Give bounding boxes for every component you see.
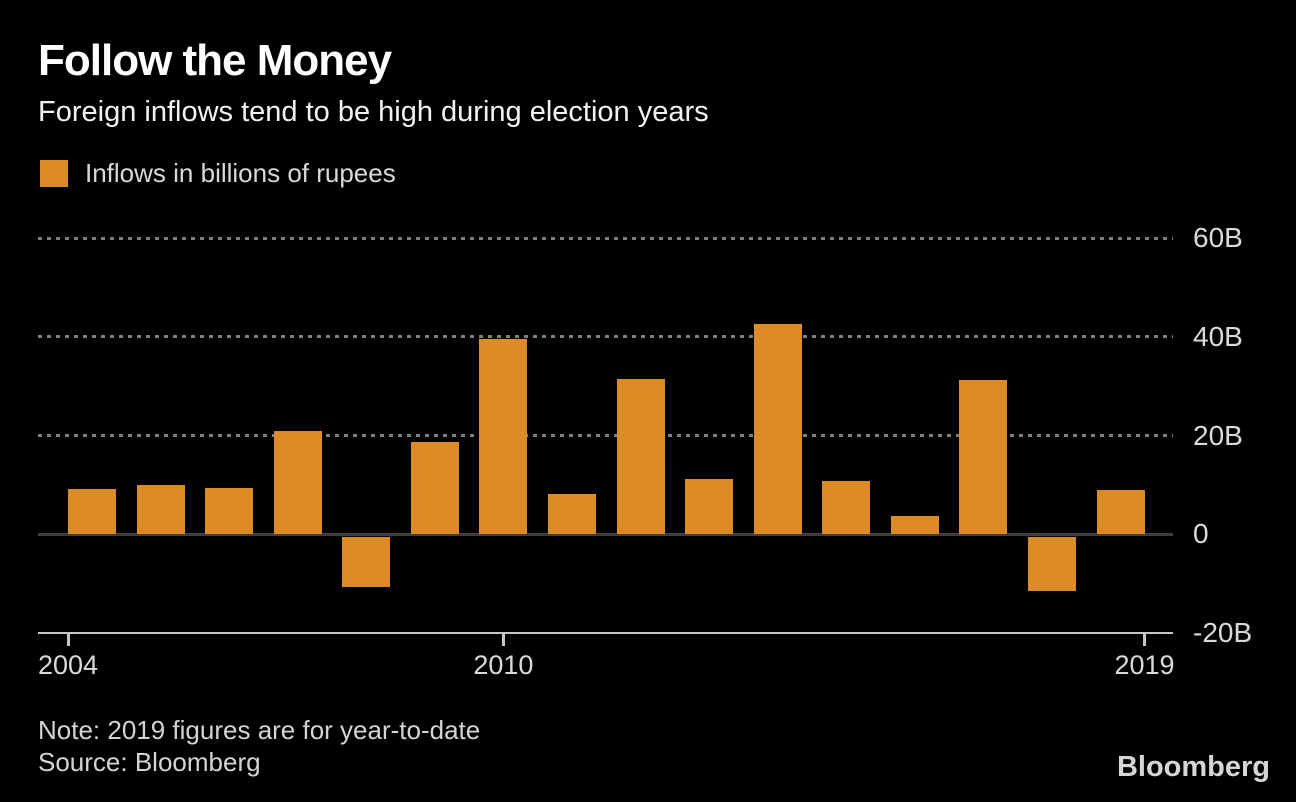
x-axis-tick-2019 (1143, 633, 1147, 646)
bar-2005 (136, 484, 185, 535)
chart-title: Follow the Money (38, 36, 392, 85)
y-axis-label-40B: 40B (1193, 320, 1243, 352)
bar-2011 (547, 494, 596, 535)
gridline-60B (38, 236, 1173, 240)
y-axis-label-60B: 60B (1193, 222, 1243, 253)
x-axis-line (38, 632, 1173, 634)
bar-2016 (890, 515, 939, 535)
bar-2008 (342, 537, 391, 588)
bar-2019 (1096, 490, 1145, 535)
gridline-40B (38, 335, 1173, 339)
bar-2018 (1027, 537, 1076, 592)
bar-2017 (959, 380, 1008, 535)
x-axis-label-2019: 2019 (1114, 650, 1175, 680)
gridline-20B (38, 434, 1173, 437)
x-axis-label-2004: 2004 (37, 650, 99, 680)
bar-2013 (685, 478, 734, 535)
bar-2009 (410, 441, 459, 535)
plot-area: 60B 40B 20B 0 -20B 2004 2010 2019 (38, 222, 1252, 680)
y-axis-label-20B: 20B (1193, 419, 1243, 451)
x-axis-tick-2010 (501, 633, 505, 646)
legend-swatch-icon (40, 160, 68, 187)
legend: Inflows in billions of rupees (40, 158, 396, 189)
x-axis-tick-2004 (66, 633, 70, 646)
bar-2004 (68, 488, 116, 535)
chart-subtitle: Foreign inflows tend to be high during e… (38, 96, 709, 128)
legend-label: Inflows in billions of rupees (85, 158, 396, 188)
chart-note: Note: 2019 figures are for year-to-date (38, 715, 481, 745)
bar-2015 (822, 480, 871, 535)
chart-source: Source: Bloomberg (38, 747, 261, 777)
bar-2012 (616, 379, 665, 535)
y-axis-label--20B: -20B (1193, 617, 1253, 648)
y-axis-label-0: 0 (1193, 518, 1209, 550)
bar-2010 (479, 339, 528, 535)
bloomberg-logo: Bloomberg (1116, 751, 1270, 783)
zero-baseline (38, 532, 1173, 536)
bar-2006 (205, 487, 254, 535)
bar-2007 (273, 430, 322, 535)
bar-2014 (753, 324, 802, 535)
x-axis-label-2010: 2010 (473, 650, 534, 680)
